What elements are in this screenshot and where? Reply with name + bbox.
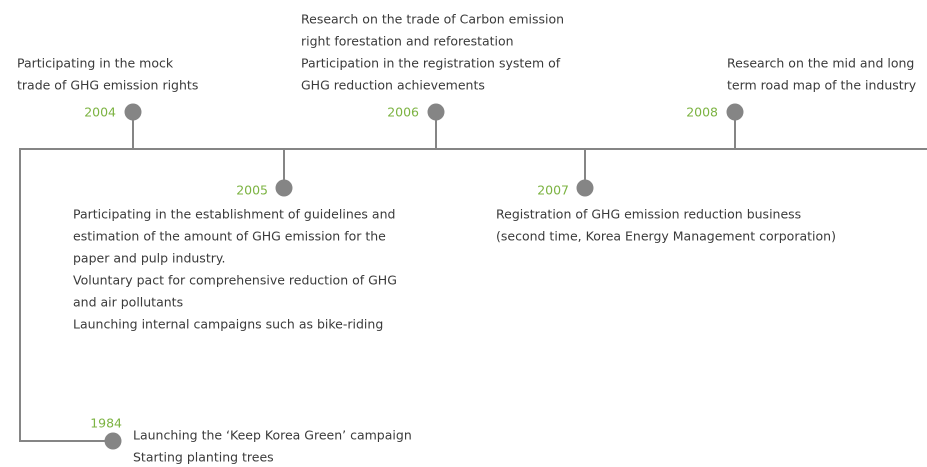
timeline-axis [19, 148, 927, 442]
event-text: Participating in the establishment of gu… [73, 207, 395, 222]
event-text: GHG reduction achievements [301, 78, 485, 93]
event-year: 1984 [90, 416, 122, 431]
event-dot [427, 103, 445, 121]
event-text: (second time, Korea Energy Management co… [496, 229, 836, 244]
event-text: Research on the trade of Carbon emission [301, 12, 564, 27]
event-text: Launching the ‘Keep Korea Green’ campaig… [133, 428, 412, 443]
event-text: Registration of GHG emission reduction b… [496, 207, 801, 222]
event-year: 2008 [686, 105, 718, 120]
event-year: 2005 [236, 183, 268, 198]
event-dot [275, 179, 293, 197]
event-text: estimation of the amount of GHG emission… [73, 229, 386, 244]
event-dot [124, 103, 142, 121]
event-text: right forestation and reforestation [301, 34, 514, 49]
event-dot [726, 103, 744, 121]
event-year: 2007 [537, 183, 569, 198]
event-text: paper and pulp industry. [73, 251, 225, 266]
event-year: 2004 [84, 105, 116, 120]
event-dot [104, 432, 122, 450]
event-text: Launching internal campaigns such as bik… [73, 317, 383, 332]
event-text: Voluntary pact for comprehensive reducti… [73, 273, 397, 288]
event-text: Participation in the registration system… [301, 56, 561, 71]
event-year: 2006 [387, 105, 419, 120]
event-text: term road map of the industry [727, 78, 917, 93]
event-dot [576, 179, 594, 197]
event-text: Research on the mid and long [727, 56, 914, 71]
event-text: and air pollutants [73, 295, 183, 310]
event-text: trade of GHG emission rights [17, 78, 198, 93]
event-text: Participating in the mock [17, 56, 174, 71]
event-text: Starting planting trees [133, 450, 274, 465]
